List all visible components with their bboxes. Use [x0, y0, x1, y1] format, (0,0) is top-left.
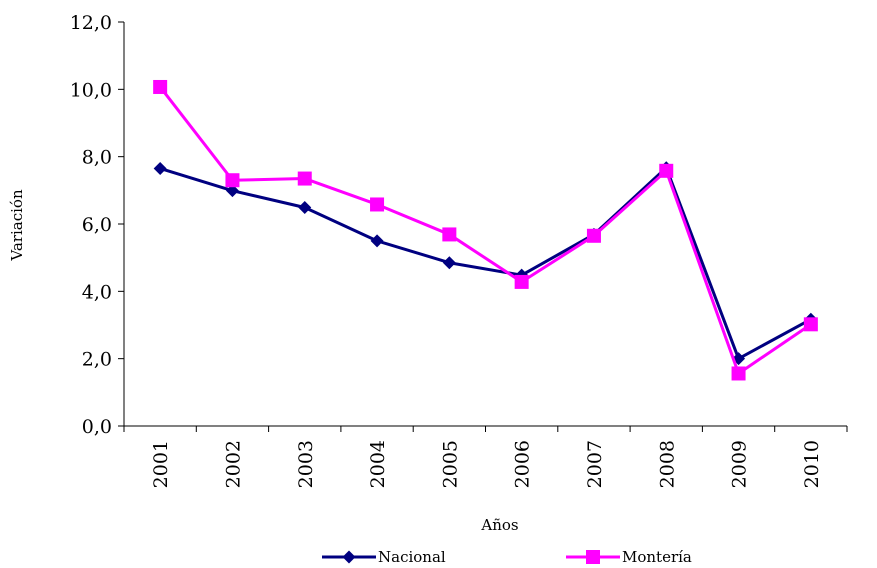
- data-point: [370, 197, 385, 212]
- x-tick-label: 2006: [512, 440, 534, 488]
- x-tick-label: 2003: [295, 440, 317, 488]
- data-point: [803, 317, 818, 332]
- y-tick-label: 8,0: [82, 147, 112, 169]
- data-point: [442, 256, 456, 270]
- legend-item: Montería: [566, 548, 692, 566]
- series-square: [153, 79, 818, 381]
- y-axis-label: Variación: [8, 189, 26, 262]
- legend-item: Nacional: [322, 548, 446, 566]
- y-tick-label: 10,0: [70, 79, 112, 101]
- data-point: [225, 173, 240, 188]
- y-tick-label: 4,0: [82, 281, 112, 303]
- series-line: [158, 86, 812, 375]
- x-tick-label: 2002: [222, 440, 244, 488]
- y-ticks: 0,0 2,0 4,0 6,0 8,0 10,0 12,0: [70, 12, 124, 438]
- x-tick-label: 2010: [801, 440, 823, 488]
- data-point: [297, 171, 312, 186]
- data-point: [514, 274, 529, 289]
- legend-label: Montería: [622, 548, 692, 566]
- legend-marker: [342, 550, 356, 564]
- x-tick-label: 2004: [367, 440, 389, 488]
- y-tick-label: 0,0: [82, 416, 112, 438]
- data-point: [298, 201, 312, 215]
- axes: [123, 22, 847, 427]
- legend-marker: [586, 550, 600, 564]
- data-point: [731, 366, 746, 381]
- legend-label: Nacional: [378, 548, 446, 566]
- x-tick-label: 2005: [439, 440, 461, 488]
- data-point: [442, 227, 457, 242]
- data-point: [659, 163, 674, 178]
- x-tick-label: 2001: [150, 440, 172, 488]
- x-ticks: 2001 2002 2003 2004 2005 2006 2007 2008 2009 2010: [123, 426, 848, 488]
- x-axis-label: Años: [480, 516, 518, 534]
- series-diamond: [153, 161, 818, 366]
- data-point: [153, 161, 167, 175]
- x-tick-label: 2008: [656, 440, 678, 488]
- series-line: [159, 166, 812, 361]
- data-point: [225, 184, 239, 198]
- y-tick-label: 2,0: [82, 349, 112, 371]
- x-tick-label: 2007: [584, 440, 606, 488]
- data-point: [586, 228, 601, 243]
- data-point: [153, 79, 168, 94]
- data-point: [370, 234, 384, 248]
- x-tick-label: 2009: [729, 440, 751, 488]
- y-tick-label: 12,0: [70, 12, 112, 34]
- y-tick-label: 6,0: [82, 214, 112, 236]
- series: [153, 79, 818, 381]
- legend: Nacional Montería: [322, 548, 692, 566]
